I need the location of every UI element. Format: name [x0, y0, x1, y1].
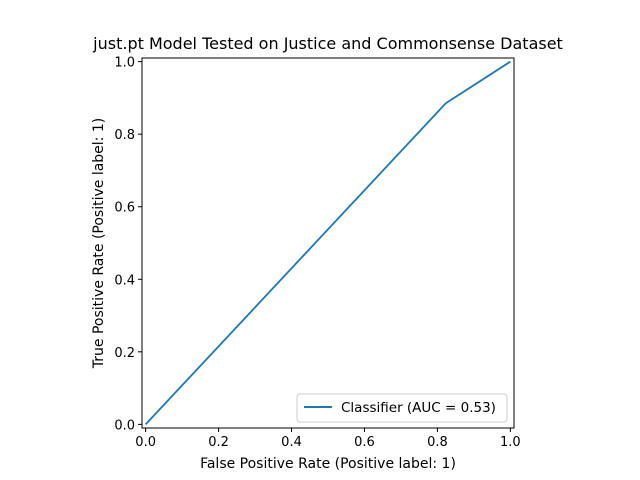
x-tick-label: 0.6: [354, 435, 375, 450]
axes-frame: [141, 57, 515, 429]
x-tick-label: 1.0: [500, 435, 521, 450]
y-tick-label: 1.0: [114, 56, 135, 71]
y-tick-label: 0.2: [114, 346, 135, 361]
plot-area: 0.0 0.2 0.4 0.6 0.8 1.0 0.0 0.2 0.4 0.6 0.8 1.0: [114, 56, 520, 450]
x-axis-label: False Positive Rate (Positive label: 1): [200, 456, 456, 472]
legend-entry-label: Classifier (AUC = 0.53): [341, 400, 496, 416]
y-tick-label: 0.8: [114, 128, 135, 143]
chart-title: just.pt Model Tested on Justice and Comm…: [92, 34, 563, 53]
legend-box: [296, 393, 508, 423]
x-tick-label: 0.2: [208, 435, 229, 450]
y-tick-label: 0.6: [114, 201, 135, 216]
series-layer: [144, 60, 511, 426]
x-tick-label: 0.8: [427, 435, 448, 450]
y-tick-label: 0.0: [114, 418, 135, 433]
x-tick-label: 0.0: [135, 435, 156, 450]
y-axis-label: True Positive Rate (Positive label: 1): [91, 118, 107, 369]
y-tick-label: 0.4: [114, 273, 135, 288]
legend: Classifier (AUC = 0.53): [296, 393, 508, 423]
x-axis-ticks: 0.0 0.2 0.4 0.6 0.8 1.0: [135, 428, 521, 450]
roc-curve-line: [144, 60, 511, 426]
y-axis-ticks: 0.0 0.2 0.4 0.6 0.8 1.0: [114, 56, 142, 433]
x-tick-label: 0.4: [281, 435, 302, 450]
